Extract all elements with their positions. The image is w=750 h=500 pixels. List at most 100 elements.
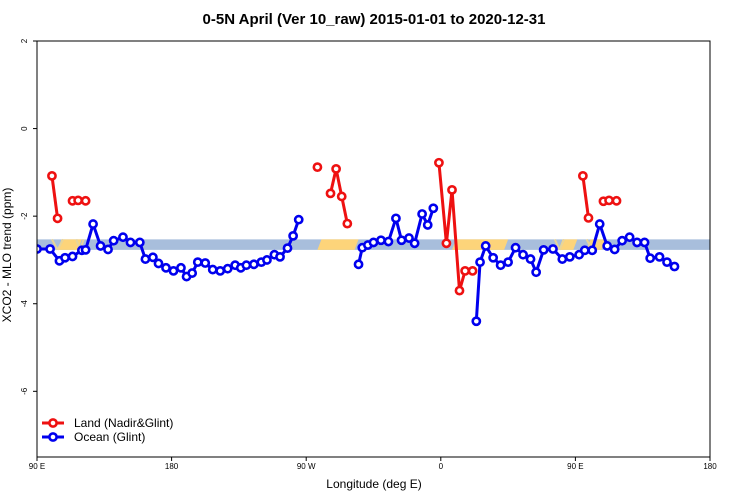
series-1-point-2-23: [639, 237, 650, 248]
series-0-point-2-0: [312, 162, 323, 173]
y-tick-label-4: -6: [20, 387, 29, 395]
series-1-point-2-19: [609, 244, 620, 255]
y-tick-label-3: -4: [20, 300, 29, 308]
series-1-point-0-8: [95, 241, 106, 251]
y-axis-label: XCO2 - MLO trend (ppm): [0, 188, 14, 323]
legend-marker-1: [48, 432, 58, 442]
plot-frame: [36, 40, 711, 458]
series-1-point-0-24: [207, 264, 218, 275]
series-1-point-0-1: [45, 244, 55, 254]
series-0-point-4-4: [460, 265, 471, 276]
legend-label-0: Land (Nadir&Glint): [74, 416, 173, 430]
series-1-point-0-6: [80, 244, 91, 255]
series-1-point-1-12: [428, 203, 439, 214]
y-tick-label-0: 2: [20, 38, 29, 43]
legend: Land (Nadir&Glint)Ocean (Glint): [42, 416, 173, 444]
band-hatch-2-a: [553, 238, 561, 251]
legend-marker-0: [48, 418, 58, 428]
x-tick-label-1: 180: [165, 462, 179, 471]
series-0-point-0-0: [47, 170, 57, 181]
series-1-point-0-19: [176, 262, 186, 273]
series-0-point-4-2: [447, 184, 457, 195]
series-1-point-2-10: [538, 244, 549, 255]
series-1-point-2-15: [579, 245, 590, 256]
series-1-point-0-11: [118, 232, 128, 243]
series-0-line-0: [50, 175, 60, 219]
x-tick-label-0: 90 E: [29, 462, 45, 471]
series-1-point-0-4: [67, 251, 78, 262]
series-1-point-2-13: [564, 251, 575, 262]
band-hatch-2-b: [558, 238, 566, 251]
series-1-point-0-25: [215, 265, 226, 276]
series-0-point-4-0: [434, 157, 444, 168]
series-1-point-1-11: [422, 220, 433, 230]
series-1-point-0-32: [262, 255, 272, 265]
series-1-point-0-10: [108, 235, 119, 246]
series-1-point-0-18: [168, 265, 179, 276]
band-hatch-0-a: [51, 238, 59, 251]
series-1-point-0-23: [200, 258, 211, 268]
legend-label-1: Ocean (Glint): [74, 430, 145, 444]
series-1-point-0-16: [153, 258, 164, 269]
series-1-point-0-36: [288, 230, 299, 241]
series-1-point-0-14: [140, 254, 151, 264]
series-1-point-2-17: [594, 219, 605, 229]
x-axis: 90 E 180 90 W 0 90 E 180: [29, 457, 717, 471]
series-1: [37, 203, 680, 327]
band-highlight-1: [317, 239, 359, 250]
series-0-point-3-1: [331, 163, 342, 174]
series-1-point-1-9: [409, 238, 420, 249]
series-0-point-3-3: [342, 218, 353, 229]
series-1-point-0-15: [148, 252, 158, 263]
band-hatch-0-b: [56, 238, 65, 251]
series-1-point-1-10: [417, 209, 428, 219]
series-1-point-2-1: [475, 257, 485, 268]
series-0-point-1-2: [80, 195, 91, 206]
band-highlight-0: [57, 239, 82, 250]
series-1-point-2-6: [510, 242, 521, 253]
y-tick-label-1: 0: [20, 126, 29, 131]
series-1-point-2-7: [518, 249, 528, 260]
series-1-point-1-8: [404, 233, 414, 243]
x-tick-label-5: 180: [703, 462, 717, 471]
series-0-point-3-0: [325, 188, 336, 199]
y-tick-label-2: -2: [20, 212, 29, 220]
series-1-point-2-21: [624, 232, 635, 243]
series-1-point-2-3: [488, 252, 499, 263]
series-1-point-2-25: [654, 251, 665, 262]
series-1-point-2-5: [503, 257, 513, 268]
series-1-point-0-37: [293, 214, 304, 225]
series-1-point-0-30: [248, 259, 259, 270]
series-1-point-0-13: [134, 237, 145, 248]
series-1-point-0-26: [222, 263, 233, 274]
series-1-point-1-0: [353, 259, 364, 270]
series-1-point-0-35: [282, 243, 293, 254]
series-1-point-2-0: [471, 316, 482, 327]
series-0-point-4-5: [467, 265, 478, 276]
series-layer: [37, 157, 680, 327]
x-tick-label-2: 90 W: [297, 462, 316, 471]
series-1-point-2-26: [662, 257, 672, 268]
series-0-point-1-1: [73, 195, 84, 206]
y-axis: 2 0 -2 -4 -6: [20, 38, 37, 395]
series-0-point-5-0: [577, 170, 588, 181]
series-1-point-1-4: [376, 235, 386, 246]
series-1-point-1-6: [391, 213, 401, 224]
x-axis-label: Longitude (deg E): [326, 477, 421, 491]
series-0-line-5: [581, 175, 590, 219]
x-tick-label-3: 0: [439, 462, 444, 471]
series-1-point-1-7: [396, 235, 407, 246]
series-0-point-6-1: [604, 195, 614, 206]
chart-title: 0-5N April (Ver 10_raw) 2015-01-01 to 20…: [203, 11, 546, 28]
series-0-point-4-1: [441, 238, 452, 249]
series-1-point-2-20: [617, 235, 628, 246]
series-1-point-2-2: [480, 241, 491, 251]
series-0-line-3: [329, 167, 349, 224]
series-1-point-0-29: [241, 260, 252, 271]
series-1-point-0-12: [125, 237, 136, 248]
series-1-point-2-16: [587, 245, 598, 256]
x-tick-label-4: 90 E: [567, 462, 583, 471]
series-1-point-0-17: [161, 262, 171, 273]
series-0: [47, 157, 622, 296]
